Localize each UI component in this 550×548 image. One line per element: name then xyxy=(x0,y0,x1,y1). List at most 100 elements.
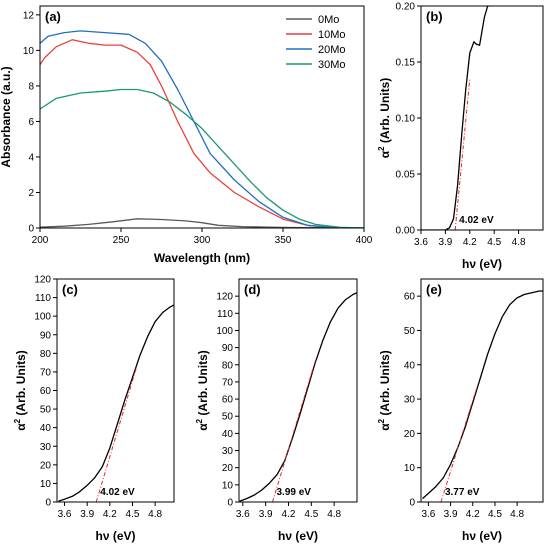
y-axis-symbol: α xyxy=(196,423,210,431)
y-tick-label: 80 xyxy=(40,349,52,360)
series-line-data xyxy=(239,292,357,502)
x-tick-label: 4.5 xyxy=(487,237,501,248)
panel-label: (e) xyxy=(426,282,442,297)
y-tick-label: 60 xyxy=(404,292,416,303)
fit-line xyxy=(440,388,477,502)
y-tick-label: 50 xyxy=(404,326,416,337)
y-tick-label: 10 xyxy=(40,479,52,490)
y-tick-label: 50 xyxy=(222,412,234,423)
y-tick-label: 20 xyxy=(404,429,416,440)
plot-frame xyxy=(56,278,175,503)
y-axis-symbol: α xyxy=(14,423,28,431)
y-tick-label: 30 xyxy=(222,446,234,457)
y-tick-label: 70 xyxy=(222,377,234,388)
y-axis-title: α2 (Arb. Units) xyxy=(377,78,392,159)
x-tick-label: 250 xyxy=(113,235,130,246)
y-tick-label: 20 xyxy=(40,460,52,471)
y-tick-label: 110 xyxy=(217,309,233,320)
band-gap-annotation: 3.99 eV xyxy=(276,487,311,498)
y-tick-label: 20 xyxy=(222,463,234,474)
y-axis-unit: (Arb. Units) xyxy=(378,78,392,147)
x-tick-label: 3.9 xyxy=(438,237,452,248)
legend-label: 20Mo xyxy=(318,44,346,56)
x-tick-label: 3.9 xyxy=(80,509,94,520)
panel-label: (c) xyxy=(62,282,78,297)
y-tick-label: 0.20 xyxy=(396,2,416,13)
x-tick-label: 4.8 xyxy=(510,509,524,520)
x-axis-title: hν (eV) xyxy=(462,529,502,543)
panel-label: (d) xyxy=(244,282,261,297)
x-tick-label: 200 xyxy=(32,235,49,246)
x-tick-label: 400 xyxy=(356,235,373,246)
y-axis-superscript: 2 xyxy=(377,418,386,423)
fit-line xyxy=(95,368,137,502)
panel-label: (b) xyxy=(426,9,443,24)
y-tick-label: 80 xyxy=(222,360,234,371)
legend-label: 10Mo xyxy=(318,29,346,41)
y-tick-label: 90 xyxy=(40,330,52,341)
x-tick-label: 4.2 xyxy=(103,509,117,520)
x-axis-title: Wavelength (nm) xyxy=(154,251,250,265)
y-tick-label: 8 xyxy=(28,81,34,92)
y-tick-label: 10 xyxy=(23,46,35,57)
x-tick-label: 3.6 xyxy=(421,509,435,520)
x-tick-label: 4.5 xyxy=(488,509,502,520)
y-tick-label: 12 xyxy=(23,10,35,21)
y-tick-label: 0 xyxy=(28,224,34,235)
y-axis-unit: (Arb. Units) xyxy=(14,350,28,419)
band-gap-annotation: 3.77 eV xyxy=(445,487,480,498)
y-tick-label: 30 xyxy=(404,395,416,406)
y-tick-label: 60 xyxy=(222,395,234,406)
y-axis-title: Absorbance (a.u.) xyxy=(0,66,13,167)
y-tick-label: 10 xyxy=(222,480,234,491)
y-tick-label: 4 xyxy=(28,152,34,163)
x-tick-label: 4.8 xyxy=(512,237,526,248)
y-tick-label: 30 xyxy=(40,442,52,453)
x-tick-label: 4.2 xyxy=(463,237,477,248)
y-tick-label: 6 xyxy=(28,117,34,128)
y-axis-title: α2 (Arb. Units) xyxy=(377,350,392,431)
panel-c: 3.6 3.9 4.2 4.5 4.8 0 10 20 30 40 50 60 70 80 90 100 110… xyxy=(13,275,175,543)
x-tick-label: 3.6 xyxy=(414,237,428,248)
y-tick-label: 110 xyxy=(35,293,51,304)
plot-frame xyxy=(39,5,365,229)
series-line-data xyxy=(422,290,543,500)
y-tick-label: 120 xyxy=(216,292,233,303)
y-tick-label: 70 xyxy=(40,367,52,378)
legend-label: 0Mo xyxy=(318,14,339,26)
y-tick-label: 90 xyxy=(222,343,234,354)
y-tick-label: 0 xyxy=(45,498,51,509)
y-axis-superscript: 2 xyxy=(195,418,204,423)
y-axis-symbol: α xyxy=(378,423,392,431)
series-line-10Mo xyxy=(40,39,364,228)
y-tick-label: 40 xyxy=(404,360,416,371)
band-gap-annotation: 4.02 eV xyxy=(459,215,494,226)
panel-a: 200 250 300 350 400 0 2 4 6 8 10 12 Wavelength (nm) A… xyxy=(0,5,373,265)
series-line-20Mo xyxy=(40,30,364,228)
x-axis-title: hν (eV) xyxy=(95,529,135,543)
y-tick-label: 40 xyxy=(222,429,234,440)
fit-line xyxy=(272,361,316,502)
x-axis-title: hν (eV) xyxy=(278,529,318,543)
y-axis-superscript: 2 xyxy=(13,418,22,423)
y-tick-label: 120 xyxy=(34,275,51,286)
y-tick-label: 0.05 xyxy=(396,170,416,181)
plot-frame xyxy=(238,278,358,503)
x-tick-label: 3.9 xyxy=(259,509,273,520)
x-tick-label: 4.8 xyxy=(148,509,162,520)
y-tick-label: 40 xyxy=(40,423,52,434)
x-tick-label: 300 xyxy=(194,235,211,246)
x-tick-label: 4.2 xyxy=(282,509,296,520)
plot-frame xyxy=(420,278,544,503)
x-tick-label: 3.6 xyxy=(236,509,250,520)
y-axis-unit: (Arb. Units) xyxy=(378,350,392,419)
y-tick-label: 100 xyxy=(216,326,233,337)
plot-frame xyxy=(420,5,544,231)
fit-line xyxy=(454,78,471,230)
panel-e: 3.6 3.9 4.2 4.5 4.8 0 10 20 30 40 50 60 hν (eV) α2 (A… xyxy=(377,278,544,543)
x-tick-label: 4.8 xyxy=(327,509,341,520)
series-line-0Mo xyxy=(40,218,364,228)
panel-label: (a) xyxy=(45,9,61,24)
band-gap-annotation: 4.02 eV xyxy=(100,487,135,498)
